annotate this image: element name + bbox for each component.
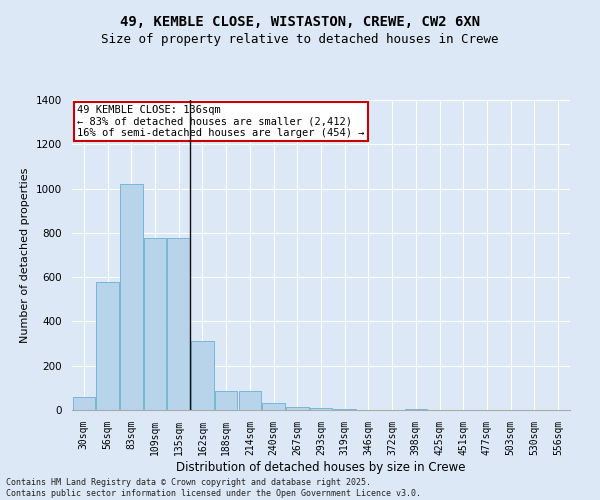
Bar	[191, 342, 214, 410]
Text: 49, KEMBLE CLOSE, WISTASTON, CREWE, CW2 6XN: 49, KEMBLE CLOSE, WISTASTON, CREWE, CW2 …	[120, 15, 480, 29]
Bar	[310, 408, 332, 410]
Bar	[120, 184, 143, 410]
Bar	[215, 391, 238, 410]
Y-axis label: Number of detached properties: Number of detached properties	[20, 168, 31, 342]
Text: 49 KEMBLE CLOSE: 136sqm
← 83% of detached houses are smaller (2,412)
16% of semi: 49 KEMBLE CLOSE: 136sqm ← 83% of detache…	[77, 104, 364, 138]
Bar	[144, 238, 166, 410]
X-axis label: Distribution of detached houses by size in Crewe: Distribution of detached houses by size …	[176, 460, 466, 473]
Bar	[334, 409, 356, 410]
Bar	[262, 404, 285, 410]
Bar	[239, 391, 261, 410]
Bar	[97, 282, 119, 410]
Text: Size of property relative to detached houses in Crewe: Size of property relative to detached ho…	[101, 32, 499, 46]
Bar	[404, 409, 427, 410]
Bar	[167, 238, 190, 410]
Bar	[73, 396, 95, 410]
Bar	[286, 406, 308, 410]
Text: Contains HM Land Registry data © Crown copyright and database right 2025.
Contai: Contains HM Land Registry data © Crown c…	[6, 478, 421, 498]
